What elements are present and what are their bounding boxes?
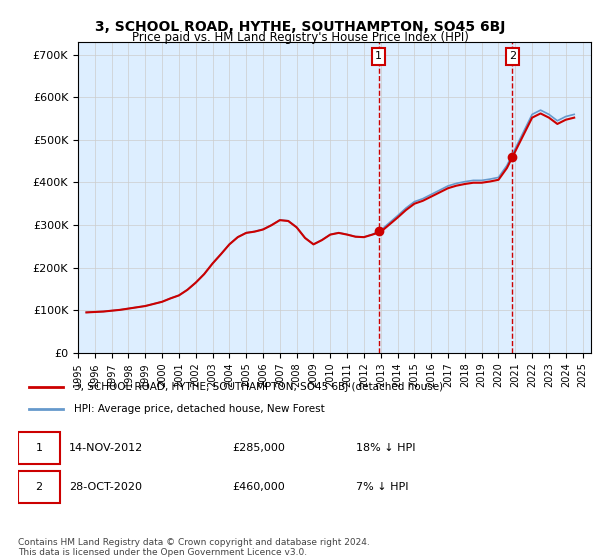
Text: 18% ↓ HPI: 18% ↓ HPI [356,443,416,453]
FancyBboxPatch shape [18,432,60,464]
Text: 3, SCHOOL ROAD, HYTHE, SOUTHAMPTON, SO45 6BJ (detached house): 3, SCHOOL ROAD, HYTHE, SOUTHAMPTON, SO45… [74,381,443,391]
Text: 14-NOV-2012: 14-NOV-2012 [69,443,143,453]
Text: HPI: Average price, detached house, New Forest: HPI: Average price, detached house, New … [74,404,325,414]
Text: 2: 2 [35,482,43,492]
Text: 1: 1 [375,52,382,62]
Text: 2: 2 [509,52,516,62]
Text: Contains HM Land Registry data © Crown copyright and database right 2024.
This d: Contains HM Land Registry data © Crown c… [18,538,370,557]
Text: 7% ↓ HPI: 7% ↓ HPI [356,482,409,492]
FancyBboxPatch shape [18,471,60,503]
Text: £285,000: £285,000 [232,443,285,453]
Text: 28-OCT-2020: 28-OCT-2020 [69,482,142,492]
Text: 3, SCHOOL ROAD, HYTHE, SOUTHAMPTON, SO45 6BJ: 3, SCHOOL ROAD, HYTHE, SOUTHAMPTON, SO45… [95,20,505,34]
Text: 1: 1 [35,443,43,453]
Text: £460,000: £460,000 [232,482,285,492]
Text: Price paid vs. HM Land Registry's House Price Index (HPI): Price paid vs. HM Land Registry's House … [131,31,469,44]
